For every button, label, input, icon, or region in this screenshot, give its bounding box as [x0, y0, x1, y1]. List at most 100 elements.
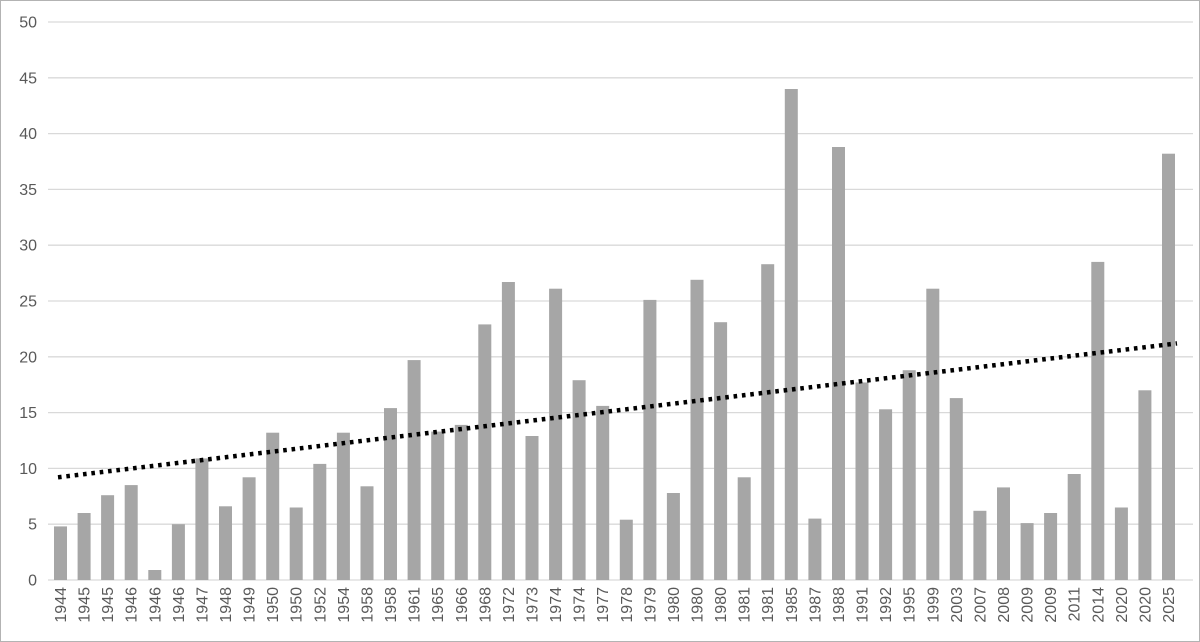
- x-axis-label-2003: 2003: [949, 587, 966, 623]
- trendline-group: [57, 341, 1178, 480]
- bar-1978: [619, 519, 633, 580]
- bar-1980: [666, 493, 680, 580]
- bar-1945: [101, 495, 115, 580]
- x-axis-label-2014: 2014: [1090, 587, 1107, 623]
- bar-1946: [148, 570, 162, 580]
- x-axis-label-1980: 1980: [713, 587, 730, 623]
- bar-2007: [973, 510, 987, 580]
- bar-1985: [784, 89, 798, 580]
- x-axis-label-1972: 1972: [501, 587, 518, 623]
- x-axis-label-1949: 1949: [242, 587, 259, 623]
- bar-2003: [949, 398, 963, 580]
- x-axis-label-2020: 2020: [1114, 587, 1131, 623]
- x-axis-label-1974: 1974: [572, 587, 589, 623]
- bar-1988: [832, 147, 845, 580]
- bar-1950: [266, 432, 280, 580]
- bar-1980: [714, 322, 728, 580]
- x-axis-label-1958: 1958: [383, 587, 400, 623]
- y-axis-label-40: 40: [19, 126, 37, 143]
- y-axis-label-35: 35: [19, 182, 37, 199]
- bar-1980: [690, 279, 704, 580]
- x-axis-label-1961: 1961: [407, 587, 424, 623]
- bar-1972: [501, 282, 515, 580]
- y-axis-label-5: 5: [28, 517, 37, 534]
- bars-group: [54, 89, 1175, 580]
- bar-1958: [360, 486, 374, 580]
- x-axis-label-1947: 1947: [194, 587, 211, 623]
- bar-1954: [336, 432, 350, 580]
- x-axis-label-1985: 1985: [784, 587, 801, 623]
- bar-2009: [1020, 523, 1034, 580]
- bar-1973: [525, 436, 539, 580]
- x-axis-labels-group: 1944 1945 1945 1946 1946 1946 1947 1948 1949 1950…: [53, 587, 1178, 623]
- x-axis-label-1946: 1946: [171, 587, 188, 623]
- bar-1945: [77, 513, 91, 580]
- bar-1966: [454, 424, 468, 580]
- bar-1968: [478, 324, 492, 580]
- x-axis-label-1988: 1988: [831, 587, 848, 623]
- x-axis-label-1995: 1995: [902, 587, 919, 623]
- y-axis-label-50: 50: [19, 15, 37, 32]
- bar-1946: [124, 485, 138, 580]
- x-axis-label-2008: 2008: [996, 587, 1013, 623]
- x-axis-label-1980: 1980: [666, 587, 683, 623]
- bar-1950: [289, 507, 303, 580]
- y-axis-label-0: 0: [28, 573, 37, 590]
- bar-1961: [407, 360, 421, 580]
- y-axis-label-20: 20: [19, 349, 37, 366]
- bar-2025: [1162, 153, 1175, 580]
- bar-2014: [1091, 261, 1105, 580]
- x-axis-label-1979: 1979: [642, 587, 659, 623]
- bar-1981: [737, 477, 751, 580]
- x-axis-label-1944: 1944: [53, 587, 70, 623]
- y-axis-label-15: 15: [19, 405, 37, 422]
- x-axis-label-1987: 1987: [807, 587, 824, 623]
- x-axis-label-1981: 1981: [737, 587, 754, 623]
- bar-1974: [572, 380, 586, 580]
- x-axis-label-1973: 1973: [525, 587, 542, 623]
- x-axis-label-1968: 1968: [477, 587, 494, 623]
- bar-1958: [384, 408, 397, 580]
- bar-1974: [549, 288, 563, 580]
- x-axis-label-1977: 1977: [595, 587, 612, 623]
- x-axis-label-1948: 1948: [218, 587, 235, 623]
- bar-2011: [1067, 474, 1081, 580]
- bar-2020: [1114, 507, 1128, 580]
- x-axis-label-1966: 1966: [454, 587, 471, 623]
- y-axis-labels-group: 0 5 10 15 20 25 30 35 40 45 50: [19, 15, 37, 590]
- x-axis-label-1991: 1991: [855, 587, 872, 623]
- bar-1987: [808, 518, 822, 580]
- y-axis-label-25: 25: [19, 294, 37, 311]
- bar-1991: [855, 382, 869, 580]
- bar-1948: [219, 506, 232, 580]
- x-axis-label-2009: 2009: [1020, 587, 1037, 623]
- x-axis-label-2011: 2011: [1067, 587, 1084, 622]
- x-axis-label-1945: 1945: [77, 587, 94, 623]
- x-axis-label-1999: 1999: [925, 587, 942, 623]
- bar-1952: [313, 463, 327, 580]
- x-axis-label-2007: 2007: [972, 587, 989, 623]
- x-axis-label-1946: 1946: [124, 587, 141, 623]
- trendline: [57, 341, 1178, 480]
- x-axis-label-1992: 1992: [878, 587, 895, 623]
- x-axis-label-1980: 1980: [690, 587, 707, 623]
- bar-1981: [761, 264, 775, 580]
- x-axis-label-1950: 1950: [289, 587, 306, 623]
- x-axis-label-1946: 1946: [147, 587, 164, 623]
- x-axis-label-1978: 1978: [619, 587, 636, 623]
- bar-1977: [596, 405, 610, 580]
- x-axis-label-1958: 1958: [360, 587, 377, 623]
- gridlines-group: [48, 21, 1193, 581]
- bar-1947: [195, 458, 209, 580]
- bar-2009: [1044, 513, 1058, 580]
- bar-1949: [242, 477, 256, 580]
- bar-1946: [171, 524, 185, 580]
- y-axis-label-30: 30: [19, 238, 37, 255]
- x-axis-label-1974: 1974: [548, 587, 565, 623]
- bar-1995: [902, 370, 916, 580]
- x-axis-label-1965: 1965: [430, 587, 447, 623]
- bar-1944: [54, 526, 67, 580]
- x-axis-label-1952: 1952: [312, 587, 329, 623]
